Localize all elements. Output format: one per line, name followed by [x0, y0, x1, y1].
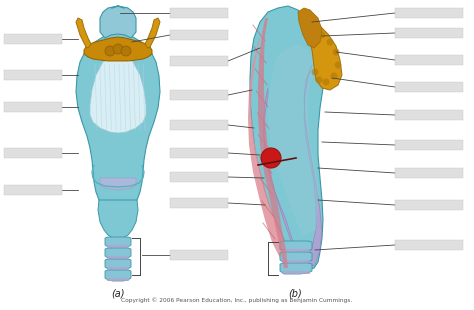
FancyBboxPatch shape	[395, 55, 463, 65]
Bar	[107, 256, 129, 259]
Polygon shape	[250, 6, 324, 270]
FancyBboxPatch shape	[395, 140, 463, 150]
Polygon shape	[84, 37, 152, 61]
Text: (b): (b)	[288, 289, 302, 299]
Circle shape	[330, 73, 337, 79]
Polygon shape	[268, 44, 318, 235]
Circle shape	[105, 46, 115, 56]
Bar	[282, 271, 310, 274]
FancyBboxPatch shape	[395, 240, 463, 250]
Polygon shape	[105, 270, 131, 281]
Text: Copyright © 2006 Pearson Education, Inc., publishing as Benjamin Cummings.: Copyright © 2006 Pearson Education, Inc.…	[121, 297, 353, 303]
Circle shape	[322, 78, 329, 86]
Polygon shape	[105, 248, 131, 259]
FancyBboxPatch shape	[170, 120, 228, 130]
Polygon shape	[248, 18, 292, 262]
Polygon shape	[145, 18, 160, 48]
Polygon shape	[298, 8, 322, 48]
Polygon shape	[280, 241, 312, 252]
Text: (a): (a)	[111, 289, 125, 299]
FancyBboxPatch shape	[395, 168, 463, 178]
FancyBboxPatch shape	[170, 198, 228, 208]
FancyBboxPatch shape	[395, 8, 463, 18]
FancyBboxPatch shape	[395, 28, 463, 38]
Circle shape	[113, 44, 123, 54]
FancyBboxPatch shape	[4, 148, 62, 158]
Polygon shape	[76, 18, 91, 48]
Bar	[107, 245, 129, 248]
FancyBboxPatch shape	[170, 30, 228, 40]
Bar	[282, 260, 310, 263]
FancyBboxPatch shape	[170, 90, 228, 100]
Bar	[107, 278, 129, 281]
Polygon shape	[280, 263, 312, 274]
Polygon shape	[98, 200, 138, 239]
Polygon shape	[105, 237, 131, 248]
Polygon shape	[100, 6, 136, 38]
Circle shape	[311, 69, 319, 76]
Circle shape	[121, 46, 131, 56]
FancyBboxPatch shape	[170, 8, 228, 18]
Circle shape	[316, 77, 322, 83]
Polygon shape	[306, 18, 342, 90]
Polygon shape	[280, 252, 312, 263]
Polygon shape	[258, 18, 288, 268]
Polygon shape	[90, 57, 146, 133]
FancyBboxPatch shape	[4, 34, 62, 44]
Polygon shape	[105, 259, 131, 270]
Circle shape	[319, 32, 326, 38]
Polygon shape	[100, 178, 136, 190]
Circle shape	[332, 48, 339, 55]
FancyBboxPatch shape	[395, 110, 463, 120]
Polygon shape	[76, 33, 160, 227]
Circle shape	[327, 38, 334, 46]
FancyBboxPatch shape	[4, 70, 62, 80]
FancyBboxPatch shape	[170, 172, 228, 182]
Circle shape	[335, 61, 341, 69]
FancyBboxPatch shape	[170, 148, 228, 158]
Bar	[282, 249, 310, 252]
Bar	[107, 267, 129, 270]
FancyBboxPatch shape	[170, 56, 228, 66]
FancyBboxPatch shape	[170, 250, 228, 260]
FancyBboxPatch shape	[4, 185, 62, 195]
FancyBboxPatch shape	[4, 102, 62, 112]
Polygon shape	[263, 65, 322, 268]
FancyBboxPatch shape	[395, 82, 463, 92]
FancyBboxPatch shape	[395, 200, 463, 210]
Circle shape	[261, 148, 281, 168]
